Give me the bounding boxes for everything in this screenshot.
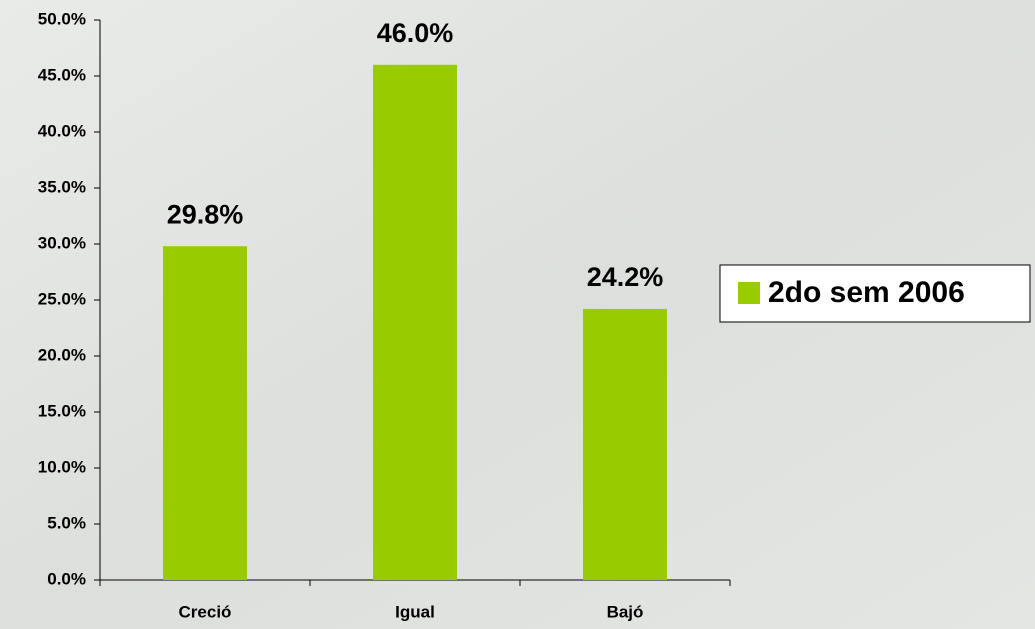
y-tick-label: 30.0% [38,233,86,252]
bar [163,246,247,581]
y-tick-label: 25.0% [38,289,86,308]
y-tick-label: 35.0% [38,177,86,196]
y-tick-label: 15.0% [38,401,86,420]
x-tick-label: Creció [179,602,232,621]
x-tick-label: Bajó [607,602,644,621]
y-tick-label: 0.0% [47,569,86,588]
legend-box [719,264,1031,323]
y-tick-label: 40.0% [38,121,86,140]
value-label: 24.2% [587,262,664,292]
y-tick-label: 5.0% [47,513,86,532]
value-label: 46.0% [377,18,454,48]
bar [583,308,667,580]
y-tick-label: 50.0% [38,9,86,28]
bar [373,64,457,581]
y-tick-label: 10.0% [38,457,86,476]
legend-label: 2do sem 2006 [768,276,965,309]
y-tick-label: 45.0% [38,65,86,84]
x-tick-label: Igual [395,602,435,621]
value-label: 29.8% [167,199,244,229]
y-tick-label: 20.0% [38,345,86,364]
legend-swatch [738,282,760,304]
